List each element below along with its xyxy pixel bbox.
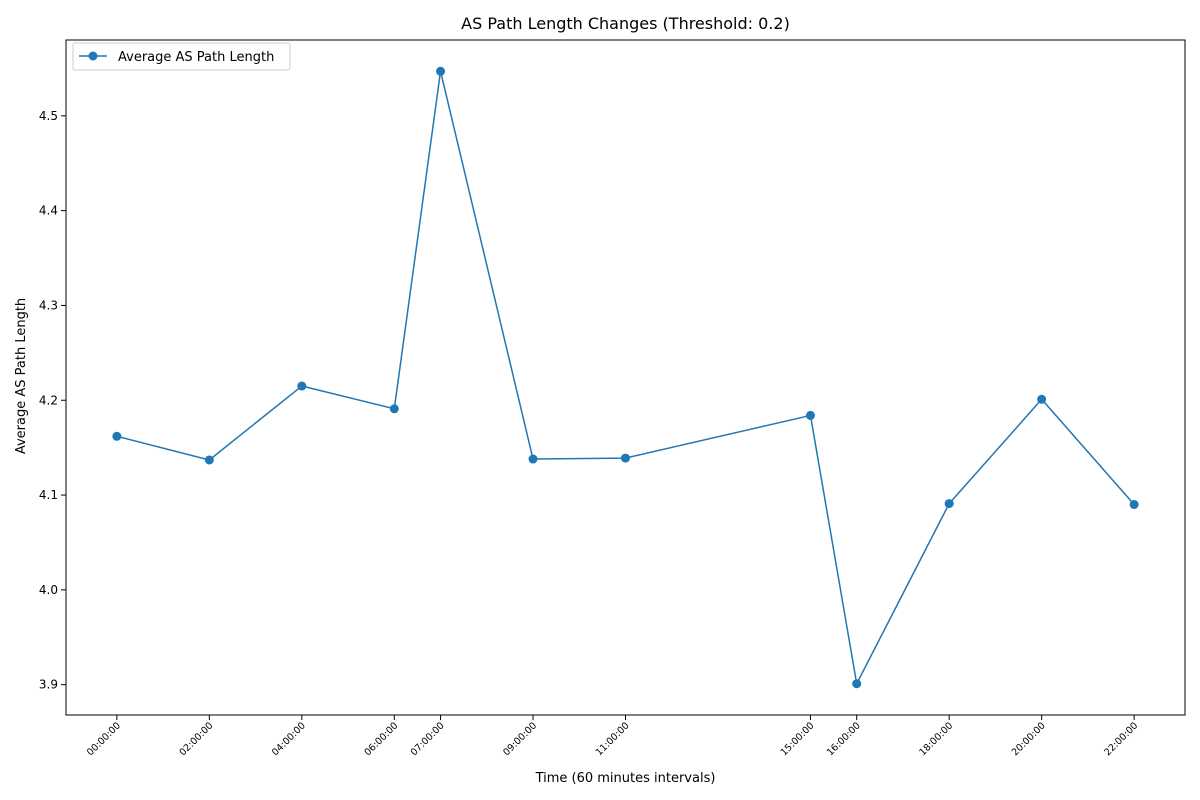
x-tick-label: 18:00:00 bbox=[917, 720, 955, 758]
y-tick-label: 3.9 bbox=[39, 678, 58, 692]
legend-entry-label: Average AS Path Length bbox=[118, 50, 274, 65]
x-axis-label: Time (60 minutes intervals) bbox=[535, 771, 716, 786]
data-point bbox=[204, 455, 214, 465]
x-tick-label: 16:00:00 bbox=[825, 720, 863, 758]
chart-title: AS Path Length Changes (Threshold: 0.2) bbox=[461, 14, 790, 33]
data-point bbox=[805, 410, 815, 420]
data-point bbox=[112, 431, 122, 441]
x-tick-label: 07:00:00 bbox=[409, 720, 447, 758]
data-point bbox=[944, 499, 954, 509]
data-point bbox=[389, 404, 399, 414]
data-point bbox=[852, 679, 862, 689]
y-axis-label: Average AS Path Length bbox=[14, 298, 29, 454]
x-tick-label: 09:00:00 bbox=[501, 720, 539, 758]
x-tick-label: 00:00:00 bbox=[85, 720, 123, 758]
x-tick-label: 02:00:00 bbox=[178, 720, 216, 758]
legend-frame bbox=[72, 42, 291, 71]
y-tick-label: 4.2 bbox=[39, 393, 58, 407]
data-point bbox=[621, 453, 630, 463]
data-point bbox=[297, 381, 307, 391]
x-tick-label: 22:00:00 bbox=[1102, 720, 1140, 758]
y-tick-label: 4.4 bbox=[39, 204, 58, 218]
plot-area: 3.9 4.0 4.1 4.2 4.3 4.4 4.5 00:00:00 02:00:00 04:… bbox=[39, 39, 1186, 758]
x-tick-label: 11:00:00 bbox=[594, 720, 632, 758]
data-point bbox=[528, 454, 538, 464]
data-point bbox=[436, 66, 446, 76]
x-tick-label: 15:00:00 bbox=[779, 720, 817, 758]
x-tick-label: 06:00:00 bbox=[362, 720, 400, 758]
data-point bbox=[1129, 500, 1139, 510]
data-point bbox=[1037, 394, 1047, 404]
y-tick-label: 4.3 bbox=[39, 298, 58, 312]
series-line bbox=[116, 70, 1135, 685]
x-tick-label: 20:00:00 bbox=[1010, 720, 1048, 758]
axes-frame bbox=[65, 39, 1186, 716]
y-tick-label: 4.0 bbox=[39, 583, 58, 597]
legend: Average AS Path Length bbox=[72, 42, 291, 71]
legend-marker-swatch bbox=[88, 51, 98, 61]
y-tick-label: 4.1 bbox=[39, 488, 58, 502]
y-tick-label: 4.5 bbox=[39, 109, 58, 123]
x-tick-label: 04:00:00 bbox=[270, 720, 308, 758]
